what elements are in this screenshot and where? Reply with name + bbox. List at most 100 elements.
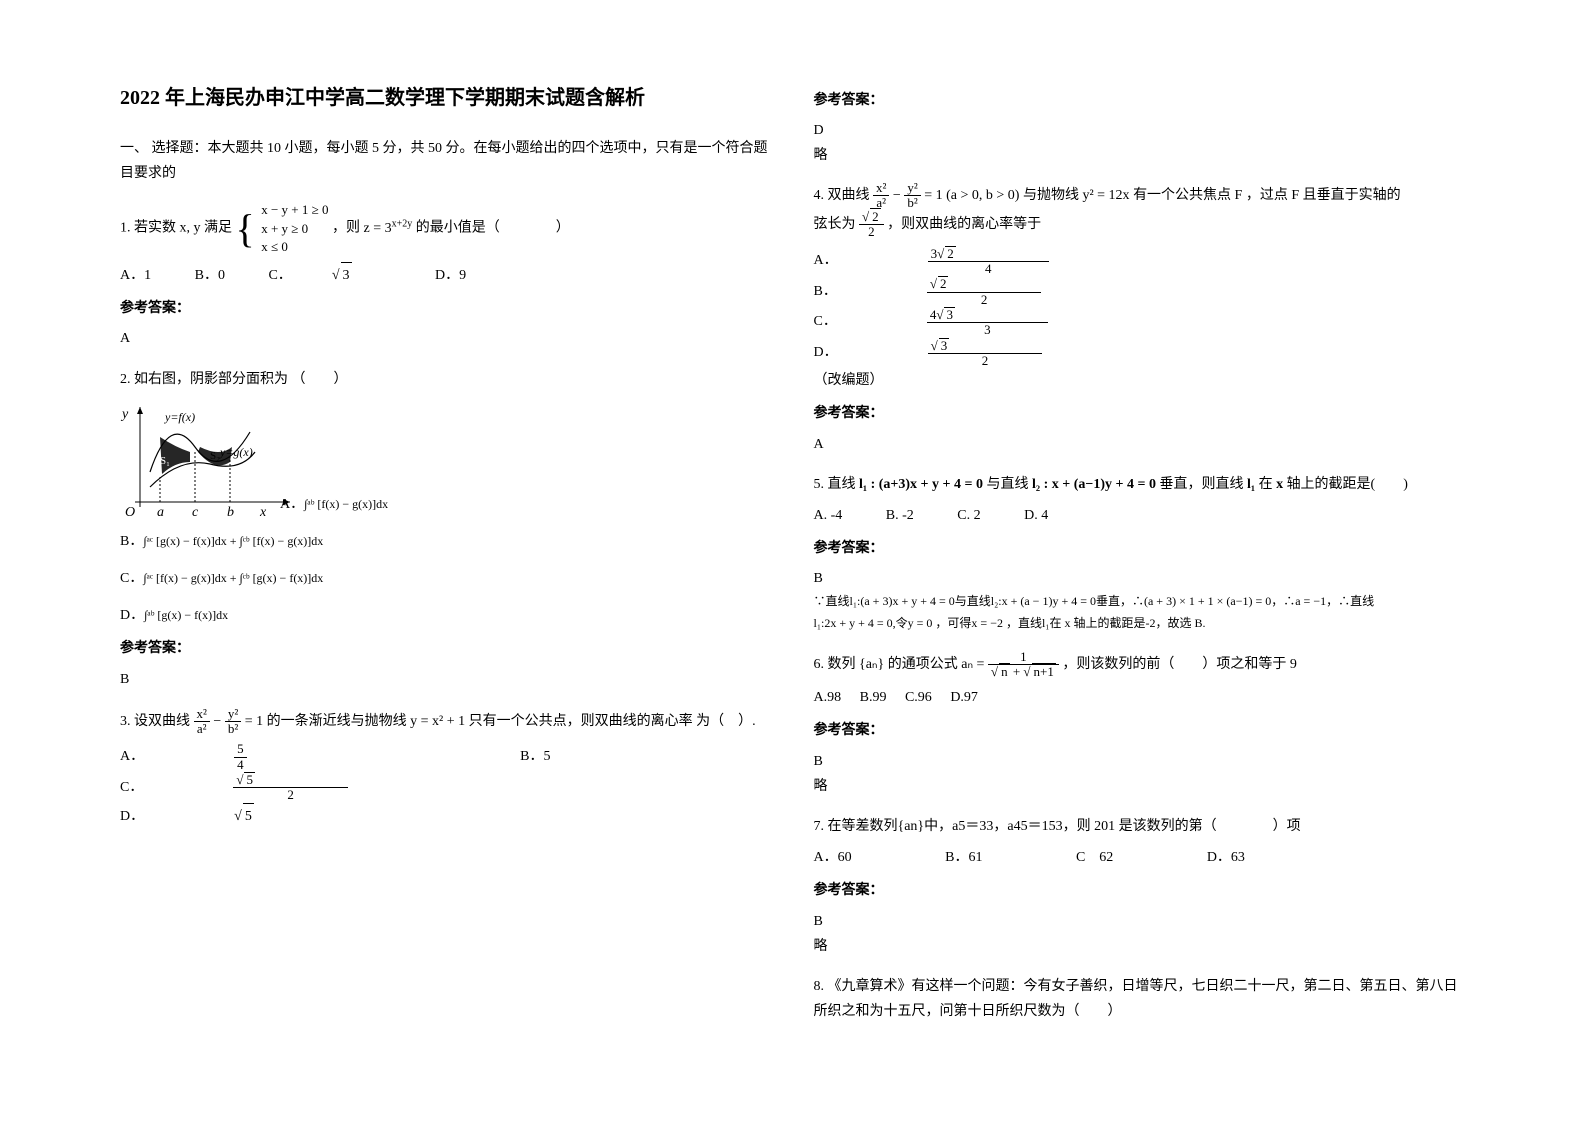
q4-mid: 与抛物线 [1023, 188, 1079, 203]
q7-stem: 7. 在等差数列{an}中，a5＝33，a45＝153，则 201 是该数列的第… [814, 814, 1468, 839]
q2-D: D．∫ᵃᵇ [g(x) − f(x)]dx [120, 603, 774, 628]
q6-answer: B [814, 749, 1468, 774]
q3-answer2: 略 [814, 143, 1468, 168]
q6-pre: 6. 数列 [814, 657, 856, 672]
q2-graph: y y=f(x) y=g(x) S₁ S₂ O a c b x [120, 402, 300, 512]
q7-B: B．61 [945, 845, 982, 870]
label-s2: S₂ [210, 447, 220, 467]
q1-answer: A [120, 326, 774, 351]
answer-label: 参考答案： [814, 718, 1468, 743]
q3-A: A．54 [120, 742, 427, 772]
question-8: 8. 《九章算术》有这样一个问题：今有女子善织，日增等尺，七日织二十一尺，第二日… [814, 974, 1468, 1024]
q3-D: D．√5 [120, 803, 344, 829]
q7-answer2: 略 [814, 934, 1468, 959]
q3-options: A．54 B．5 C．√52 D．√5 [120, 742, 774, 828]
q1-A: A．1 [120, 263, 151, 288]
q1-z: z = 3x+2y [364, 221, 413, 236]
q5-answer: B [814, 566, 1468, 591]
q5-post: 轴上的截距是( ) [1287, 477, 1408, 492]
q4-options: A．3√24 B．√22 C．4√33 D．√32 （改编题） [814, 246, 1468, 394]
answer-label: 参考答案： [814, 878, 1468, 903]
brace: { [236, 211, 255, 247]
q1-c3: x ≤ 0 [261, 238, 328, 256]
q4-B: B．√22 [814, 276, 1222, 307]
q5-mid3: 在 [1259, 477, 1273, 492]
question-6: 6. 数列 {aₙ} 的通项公式 aₙ = 1√n + √n+1 ，则该数列的前… [814, 650, 1468, 799]
pt-a: a [157, 500, 164, 525]
q5-l2: l₂ : x + (a−1)y + 4 = 0 [1032, 477, 1156, 492]
q3-pre: 3. 设双曲线 [120, 714, 190, 729]
q5-mid2: 垂直，则直线 [1159, 477, 1243, 492]
q2-C: C．∫ᵃᶜ [f(x) − g(x)]dx + ∫ᶜᵇ [g(x) − f(x)… [120, 566, 774, 591]
q1-options: A．1 B．0 C．√3 D．9 [120, 262, 774, 288]
q3-parab: y = x² + 1 [410, 714, 465, 729]
question-4: 4. 双曲线 x²a² − y²b² = 1 (a > 0, b > 0) 与抛… [814, 181, 1468, 457]
q3-hyp2: y²b² [225, 707, 241, 737]
q5-explain1: ∵直线l₁:(a + 3)x + y + 4 = 0与直线l₂:x + (a −… [814, 591, 1468, 613]
q3-hyp: x²a² [194, 707, 210, 737]
q1-stem-pre: 1. 若实数 x, y 满足 [120, 221, 232, 236]
q1-mid: ，则 [332, 221, 360, 236]
q4-mid2: 有一个公共焦点 F ，过点 F 且垂直于实轴的 [1133, 188, 1401, 203]
q6-mid2: ，则该数列的前（ ）项之和等于 [1062, 657, 1286, 672]
axis-y: y [122, 402, 128, 427]
q5-options: A. -4 B. -2 C. 2 D. 4 [814, 503, 1468, 528]
q1-conditions: x − y + 1 ≥ 0 x + y ≥ 0 x ≤ 0 [261, 201, 328, 256]
label-s1: S₁ [160, 452, 170, 472]
q4-C: C．4√33 [814, 307, 1228, 338]
axis-x: x [260, 500, 266, 525]
q6-mid1: 的通项公式 [888, 657, 958, 672]
q6-an: {aₙ} [859, 657, 884, 672]
answer-label: 参考答案： [814, 536, 1468, 561]
q7-A: A．60 [814, 845, 852, 870]
q1-post: 的最小值是（ ） [416, 221, 570, 236]
q4-answer: A [814, 432, 1468, 457]
q6-nine: 9 [1290, 657, 1297, 672]
q3-post: 只有一个公共点，则双曲线的离心率 为（ ）. [469, 714, 756, 729]
q4-cond: (a > 0, b > 0) [946, 188, 1019, 203]
pt-c: c [192, 500, 198, 525]
q6-options: A.98 B.99 C.96 D.97 [814, 685, 1468, 710]
q5-pre: 5. 直线 [814, 477, 856, 492]
answer-label: 参考答案： [814, 401, 1468, 426]
q7-answer: B [814, 909, 1468, 934]
q5-xs: x [1276, 477, 1283, 492]
q5-A: A. -4 [814, 503, 843, 528]
question-3: 3. 设双曲线 x²a² − y²b² = 1 的一条渐近线与抛物线 y = x… [120, 707, 774, 829]
q4-parab: y² = 12x [1082, 188, 1129, 203]
q2-stem: 2. 如右图，阴影部分面积为 （ ） [120, 367, 774, 392]
q5-C: C. 2 [957, 503, 980, 528]
label-gx: y=g(x) [220, 442, 253, 464]
q1-c1: x − y + 1 ≥ 0 [261, 201, 328, 219]
q5-l1s: l₁ [1247, 477, 1255, 492]
question-1: 1. 若实数 x, y 满足 { x − y + 1 ≥ 0 x + y ≥ 0… [120, 201, 774, 351]
answer-label: 参考答案： [814, 88, 1468, 113]
q4-pre: 4. 双曲线 [814, 188, 870, 203]
q4-post: ，则双曲线的离心率等于 [887, 217, 1041, 232]
page-title: 2022 年上海民办申江中学高二数学理下学期期末试题含解析 [120, 80, 774, 116]
q5-explain2: l₁:2x + y + 4 = 0,令y = 0 ，可得x = −2 ，直线l₁… [814, 613, 1468, 635]
q1-D: D．9 [435, 263, 466, 288]
q3-answer: D [814, 118, 1468, 143]
q1-B: B．0 [195, 263, 225, 288]
q5-l1: l₁ : (a+3)x + y + 4 = 0 [859, 477, 983, 492]
q7-C: C 62 [1076, 845, 1113, 870]
origin: O [125, 500, 135, 525]
question-5: 5. 直线 l₁ : (a+3)x + y + 4 = 0 与直线 l₂ : x… [814, 472, 1468, 635]
q6-B: B.99 [860, 685, 887, 710]
q8-stem: 8. 《九章算术》有这样一个问题：今有女子善织，日增等尺，七日织二十一尺，第二日… [814, 974, 1468, 1024]
q7-D: D．63 [1207, 845, 1245, 870]
q6-C: C.96 [905, 685, 932, 710]
q4-A: A．3√24 [814, 246, 1229, 277]
q3-C: C．√52 [120, 772, 528, 803]
question-7: 7. 在等差数列{an}中，a5＝33，a45＝153，则 201 是该数列的第… [814, 814, 1468, 959]
q6-D: D.97 [950, 685, 978, 710]
q1-c2: x + y ≥ 0 [261, 220, 328, 238]
q2-B: B．∫ᵃᶜ [g(x) − f(x)]dx + ∫ᶜᵇ [f(x) − g(x)… [120, 529, 774, 554]
q3-B: B．5 [520, 744, 550, 769]
q4-D: D．√32 （改编题） [814, 338, 1378, 394]
q2-A: A．∫ᵃᵇ [f(x) − g(x)]dx [280, 492, 774, 517]
q5-D: D. 4 [1024, 503, 1048, 528]
q6-answer2: 略 [814, 774, 1468, 799]
question-2: 2. 如右图，阴影部分面积为 （ ） y y=f(x) y=g(x) S₁ S₂… [120, 367, 774, 692]
